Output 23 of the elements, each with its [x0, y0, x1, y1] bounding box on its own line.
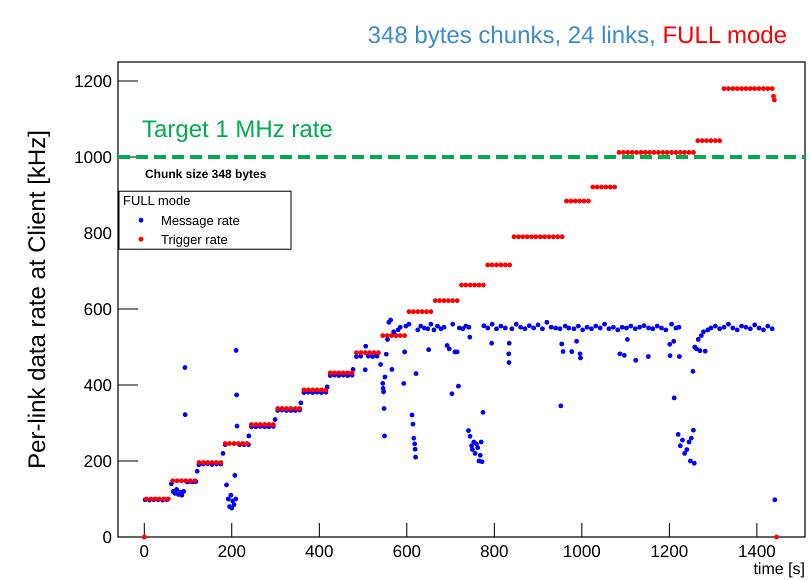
- x-tick-label: 200: [218, 542, 246, 561]
- legend-label: Trigger rate: [161, 232, 228, 248]
- ref-line-label: Target 1 MHz rate: [142, 116, 333, 143]
- x-tick-label: 0: [140, 542, 149, 561]
- x-tick-label: 1400: [738, 542, 776, 561]
- y-axis-title: Per-link data rate at Client [kHz]: [24, 130, 51, 469]
- legend-title: FULL mode: [123, 193, 190, 208]
- annotation: Chunk size 348 bytes: [145, 167, 267, 181]
- y-tick-label: 1000: [74, 148, 112, 167]
- x-tick-label: 600: [392, 542, 421, 561]
- y-tick-label: 1200: [74, 72, 112, 91]
- x-tick-label: 400: [305, 542, 334, 561]
- y-tick-label: 0: [102, 528, 112, 547]
- legend-label: Message rate: [161, 213, 240, 228]
- y-tick-label: 800: [84, 224, 112, 243]
- chart-title: 348 bytes chunks, 24 links, FULL mode: [368, 22, 787, 49]
- y-tick-label: 400: [84, 376, 112, 395]
- x-tick-label: 800: [480, 542, 509, 561]
- y-tick-label: 600: [84, 300, 112, 319]
- x-tick-label: 1200: [650, 542, 688, 561]
- x-axis-title: time [s]: [753, 561, 805, 578]
- y-tick-label: 200: [84, 452, 112, 471]
- x-tick-label: 1000: [562, 542, 601, 561]
